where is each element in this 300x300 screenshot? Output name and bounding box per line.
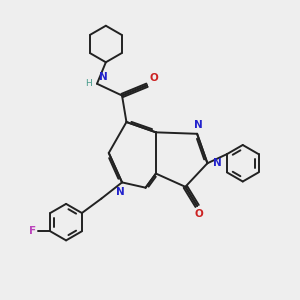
Text: O: O <box>194 209 203 220</box>
Text: N: N <box>194 120 203 130</box>
Text: N: N <box>213 158 221 168</box>
Text: O: O <box>149 73 158 83</box>
Text: N: N <box>99 72 108 82</box>
Text: H: H <box>85 79 92 88</box>
Text: N: N <box>116 187 125 197</box>
Text: F: F <box>29 226 36 236</box>
